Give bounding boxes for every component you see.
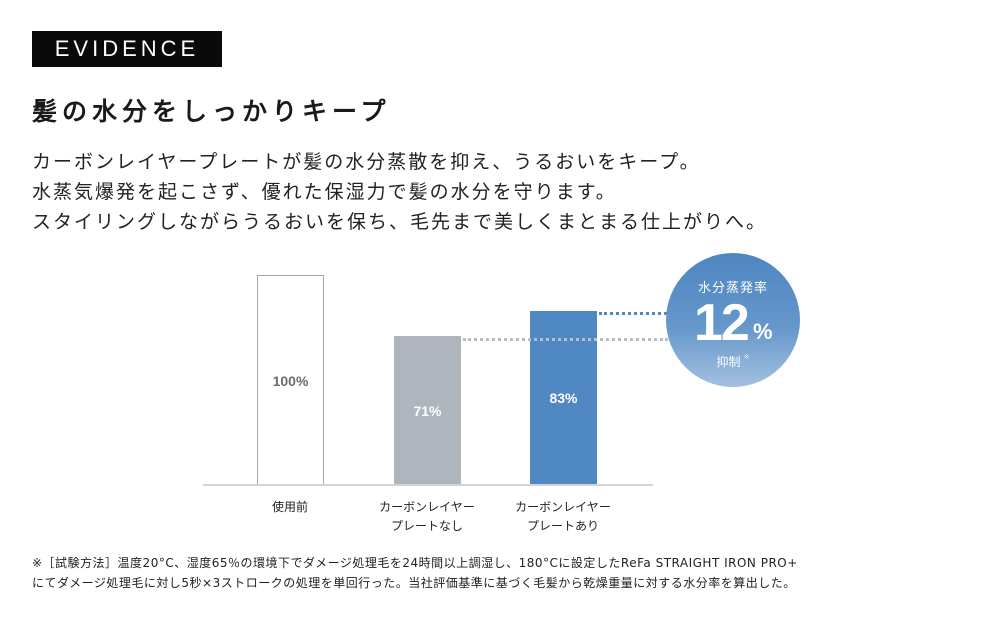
x-axis-label: カーボンレイヤー プレートあり: [498, 498, 628, 536]
callout-unit: %: [753, 319, 773, 344]
callout-caption: 抑制 ※: [666, 353, 800, 370]
callout-title: 水分蒸発率: [697, 281, 768, 296]
footnote-line: ※［試験方法］温度20°C、湿度65％の環境下でダメージ処理毛を24時間以上調湿…: [32, 556, 798, 570]
lead-line: スタイリングしながらうるおいを保ち、毛先まで美しくまとまる仕上がりへ。: [32, 211, 768, 233]
callout-number: 12: [694, 294, 750, 352]
lead-paragraph: カーボンレイヤープレートが髪の水分蒸散を抑え、うるおいをキープ。 水蒸気爆発を起…: [32, 147, 767, 237]
callout-note-mark: ※: [743, 353, 750, 361]
x-label-line: プレートなし: [390, 519, 463, 533]
footnote-line: にてダメージ処理毛に対し5秒×3ストロークの処理を単回行った。当社評価基準に基づ…: [32, 576, 796, 590]
test-method-footnote: ※［試験方法］温度20°C、湿度65％の環境下でダメージ処理毛を24時間以上調湿…: [32, 553, 798, 593]
dotted-guide-with-plate: [599, 312, 667, 315]
x-label-line: 使用前: [271, 500, 308, 514]
bar-value-label: 71%: [413, 402, 442, 419]
bar-with-plate: 83%: [530, 311, 597, 485]
callout-caption-text: 抑制: [716, 355, 741, 369]
x-axis-label: カーボンレイヤー プレートなし: [362, 498, 492, 536]
evaporation-callout-circle: 水分蒸発率 12 % 抑制 ※: [666, 253, 800, 387]
bar-before-use: 100%: [257, 275, 324, 485]
bar-without-plate: 71%: [394, 336, 461, 485]
lead-line: 水蒸気爆発を起こさず、優れた保湿力で髪の水分を守ります。: [32, 181, 617, 203]
x-label-line: カーボンレイヤー: [515, 500, 611, 514]
x-axis-label: 使用前: [225, 498, 355, 517]
bar-value-label: 100%: [272, 372, 309, 389]
evidence-badge: EVIDENCE: [32, 31, 222, 67]
x-label-line: プレートあり: [526, 519, 599, 533]
section-heading: 髪の水分をしっかりキープ: [32, 97, 391, 126]
bar-value-label: 83%: [549, 390, 578, 406]
x-label-line: カーボンレイヤー: [379, 500, 475, 514]
lead-line: カーボンレイヤープレートが髪の水分蒸散を抑え、うるおいをキープ。: [32, 151, 701, 173]
